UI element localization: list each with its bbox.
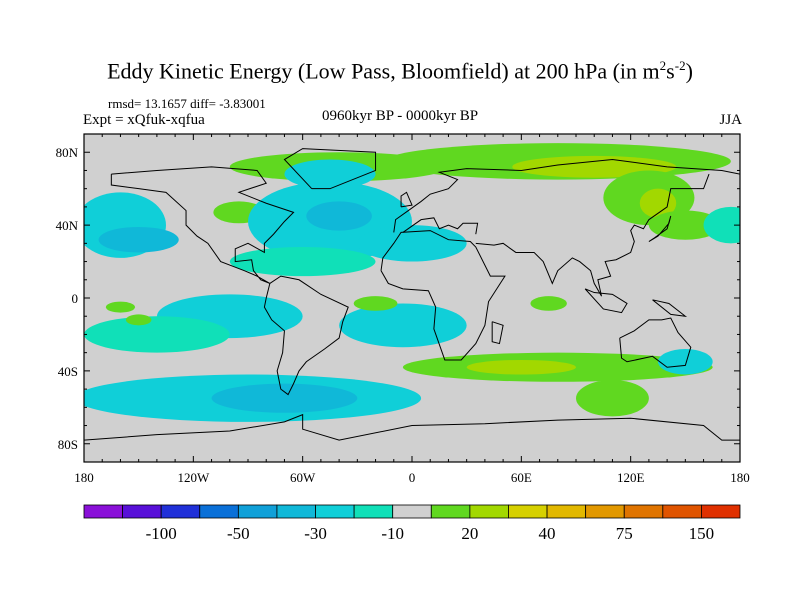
contour-region <box>466 359 576 375</box>
coastline <box>283 148 377 190</box>
colorbar-box <box>83 504 123 519</box>
contour-region <box>576 379 649 417</box>
plot-title: Eddy Kinetic Energy (Low Pass, Bloomfiel… <box>107 58 693 84</box>
colorbar-box <box>353 504 394 519</box>
contour-region <box>229 246 376 277</box>
coastline <box>393 159 740 233</box>
contour-region <box>339 303 467 348</box>
colorbar-box <box>546 504 587 519</box>
lon-tick-label: 120E <box>617 470 645 485</box>
season-label: JJA <box>719 112 742 128</box>
coastline <box>584 288 628 314</box>
experiment-label: Expt = xQfuk-xqfua <box>83 112 205 128</box>
colorbar-box <box>623 504 664 519</box>
colorbar-label: -50 <box>227 524 250 543</box>
coastline <box>400 191 413 208</box>
contour-region <box>98 226 179 253</box>
colorbar-box <box>160 504 201 519</box>
coastline <box>475 173 710 297</box>
colorbar-label: -30 <box>304 524 327 543</box>
colorbar-label: -100 <box>146 524 177 543</box>
colorbar-label: 40 <box>539 524 556 543</box>
lon-tick-label: 60E <box>511 470 532 485</box>
coastline <box>84 413 740 441</box>
stats-label: rmsd= 13.1657 diff= -3.83001 <box>108 96 266 111</box>
colorbar-box <box>508 504 548 519</box>
colorbar-box <box>276 504 316 519</box>
contour-region <box>125 314 152 326</box>
contour-region <box>306 201 372 231</box>
colorbar-label: 75 <box>616 524 633 543</box>
colorbar-box <box>701 504 741 519</box>
lon-tick-label: 60W <box>290 470 316 485</box>
contour-region <box>530 296 567 311</box>
colorbar-box <box>199 504 239 519</box>
contour-region <box>658 349 713 375</box>
colorbar-box <box>430 504 471 519</box>
coastline <box>619 317 692 368</box>
contour-region <box>284 159 376 189</box>
contour-region <box>105 301 136 313</box>
coastline <box>491 321 504 345</box>
lat-tick-label: 80N <box>56 145 79 160</box>
colorbar-label: 150 <box>689 524 715 543</box>
lat-tick-label: 40N <box>56 218 79 233</box>
colorbar-box <box>392 504 432 519</box>
contour-fills <box>84 143 740 422</box>
colorbar-label: -10 <box>381 524 404 543</box>
colorbar-box <box>237 504 278 519</box>
lon-tick-label: 180 <box>730 470 750 485</box>
colorbar-label: 20 <box>461 524 478 543</box>
lon-tick-label: 0 <box>409 470 416 485</box>
colorbar-box <box>662 504 702 519</box>
coastline <box>110 166 295 284</box>
colorbar-box <box>469 504 509 519</box>
coastline <box>648 215 672 242</box>
colorbar-box <box>315 504 355 519</box>
contour-region <box>639 188 677 218</box>
contour-region <box>84 316 230 353</box>
lat-tick-label: 80S <box>58 437 78 452</box>
coastline <box>263 275 349 396</box>
contour-region <box>648 210 722 240</box>
colorbar-box <box>122 504 162 519</box>
coastline <box>380 230 506 361</box>
coastlines <box>84 148 740 441</box>
period-label: 0960kyr BP - 0000kyr BP <box>322 108 479 124</box>
lon-tick-label: 180 <box>74 470 94 485</box>
contour-region <box>353 296 398 311</box>
lon-tick-label: 120W <box>177 470 210 485</box>
contour-region <box>211 383 358 413</box>
colorbar-box <box>585 504 625 519</box>
coastline <box>402 217 479 235</box>
contour-region <box>703 206 740 244</box>
lat-tick-label: 40S <box>58 364 78 379</box>
contour-region <box>357 225 467 262</box>
coastline <box>652 299 688 317</box>
lat-tick-label: 0 <box>72 291 79 306</box>
